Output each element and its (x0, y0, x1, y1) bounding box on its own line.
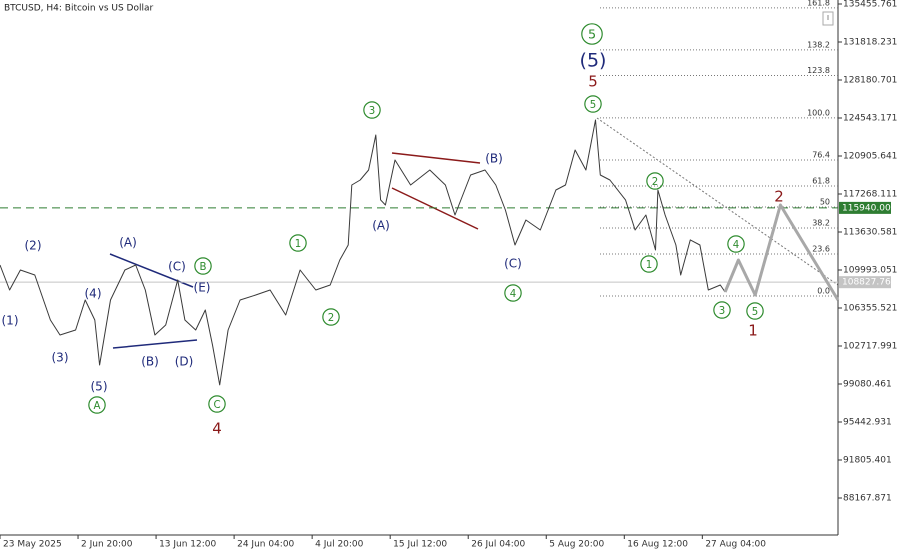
wave-circle (640, 255, 658, 273)
x-tick-label: 27 Aug 04:00 (705, 540, 766, 550)
y-tick-label: 102717.991 (843, 342, 897, 352)
wave-label: 1 (295, 239, 301, 250)
triangle-line (109, 253, 194, 288)
fib-label: 100.0 (807, 108, 830, 117)
fib-label: 23.6 (812, 245, 830, 254)
wave-label: C (213, 400, 220, 411)
y-tick-label: 91805.401 (843, 455, 892, 465)
wave-label: (A) (372, 219, 390, 233)
wave-label: 4 (212, 420, 222, 438)
y-tick-label: 99080.461 (843, 380, 892, 390)
wave-circle (746, 302, 764, 320)
wave-label: (5) (580, 50, 607, 72)
y-tick-label: 95442.931 (843, 418, 892, 428)
price-line (0, 119, 726, 386)
triangle-line (112, 339, 198, 349)
y-tick-label: 106355.521 (843, 304, 897, 314)
wave-label: 2 (774, 188, 784, 206)
wave-label: (E) (194, 281, 211, 295)
wave-circle (727, 235, 745, 253)
wave-circle (208, 395, 226, 413)
wave-label: 5 (752, 307, 758, 318)
wave-label: (4) (85, 287, 102, 301)
x-tick-label: 13 Jun 12:00 (159, 540, 216, 550)
wave-label: (2) (25, 239, 42, 253)
fib-label: 38.2 (812, 219, 830, 228)
y-tick-label: 120905.641 (843, 152, 897, 162)
y-tick-label: 113630.581 (843, 228, 897, 238)
wave-label: (5) (91, 380, 108, 394)
wave-circle (504, 284, 522, 302)
x-tick-label: 23 May 2025 (3, 540, 62, 550)
x-tick-label: 24 Jun 04:00 (237, 540, 294, 550)
x-tick-label: 15 Jul 12:00 (393, 540, 447, 550)
trend-line (596, 117, 839, 286)
wave-label: (D) (175, 355, 194, 369)
wave-label: 3 (369, 106, 375, 117)
x-tick-label: 4 Jul 20:00 (315, 540, 364, 550)
y-tick-label: 131818.231 (843, 38, 897, 48)
wave-circle (581, 23, 603, 45)
wave-label: 5 (588, 73, 598, 91)
y-tick-label: 128180.701 (843, 76, 897, 86)
y-tick-label: 88167.871 (843, 493, 892, 503)
wave-circle (88, 396, 106, 414)
y-tick-label: 124543.171 (843, 114, 897, 124)
wedge-line (391, 152, 481, 164)
wedge-line (391, 187, 479, 230)
y-tick-label: 117268.111 (843, 190, 897, 200)
wave-label: 2 (652, 177, 658, 188)
wave-circle (322, 308, 340, 326)
wave-label: B (200, 262, 207, 273)
y-tick-label: 135455.761 (843, 0, 897, 10)
price-label-box (839, 276, 891, 289)
wave-label: A (94, 401, 101, 412)
y-tick-label: 109993.051 (843, 266, 897, 276)
wave-label: 1 (748, 322, 758, 340)
wave-circle (584, 95, 602, 113)
wave-label: 2 (328, 313, 334, 324)
price-label-box (839, 201, 891, 214)
x-tick-label: 26 Jul 04:00 (471, 540, 525, 550)
fib-label: 138.2 (807, 40, 830, 49)
price-label: 108827.765 (842, 278, 896, 288)
x-tick-label: 16 Aug 12:00 (627, 540, 688, 550)
wave-label: 4 (510, 289, 516, 300)
price-label: 115940.000 (842, 203, 897, 213)
wave-circle (363, 101, 381, 119)
wave-label: (C) (168, 260, 186, 274)
wave-label: 1 (646, 260, 652, 271)
wave-label: (3) (52, 351, 69, 365)
fib-label: 76.4 (812, 150, 830, 159)
fib-label: 123.8 (807, 66, 830, 75)
chart-title: BTCUSD, H4: Bitcoin vs US Dollar (4, 4, 153, 14)
wave-label: 3 (719, 306, 725, 317)
wave-circle (289, 234, 307, 252)
wave-label: 5 (590, 100, 596, 111)
wave-label: (1) (2, 314, 19, 328)
fib-label: 50 (820, 197, 830, 206)
price-line (723, 203, 840, 301)
fib-label: 61.8 (812, 176, 830, 185)
x-tick-label: 2 Jun 20:00 (81, 540, 133, 550)
wave-label: (C) (504, 257, 522, 271)
wave-label: 4 (733, 240, 739, 251)
wave-circle (713, 301, 731, 319)
wave-label: 5 (588, 28, 596, 43)
wave-circle (194, 257, 212, 275)
fib-label: 0.0 (817, 287, 830, 296)
wave-label: (B) (141, 355, 159, 369)
wave-label: (A) (119, 236, 137, 250)
wave-label: (B) (485, 152, 503, 166)
x-tick-label: 5 Aug 20:00 (549, 540, 604, 550)
fib-label: 161.8 (807, 0, 830, 7)
wave-circle (646, 172, 664, 190)
